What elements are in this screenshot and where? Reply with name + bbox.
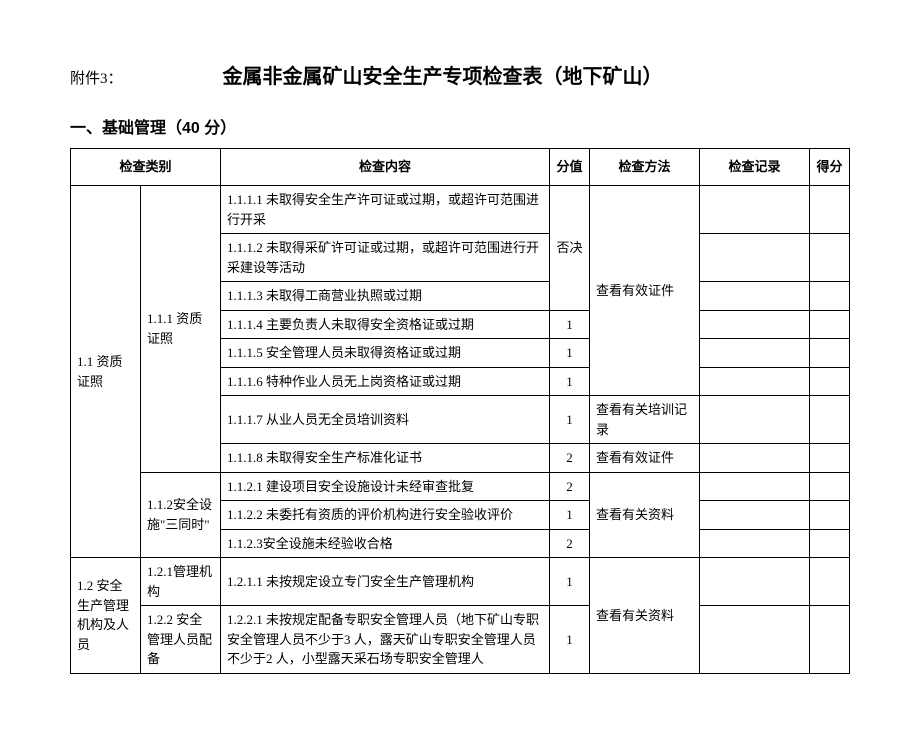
cell-score: 2 [550,472,590,501]
cat-1-1-2: 1.1.2安全设施"三同时" [141,472,221,558]
cell-method: 查看有关培训记录 [590,396,700,444]
cell-get [810,310,850,339]
cat-1-1-1: 1.1.1 资质证照 [141,186,221,473]
cell-content: 1.1.1.3 未取得工商营业执照或过期 [221,282,550,311]
cell-record [700,558,810,606]
cell-content: 1.1.1.8 未取得安全生产标准化证书 [221,444,550,473]
cell-content: 1.1.1.2 未取得采矿许可证或过期，或超许可范围进行开采建设等活动 [221,234,550,282]
cell-score: 1 [550,310,590,339]
th-content: 检查内容 [221,149,550,186]
cell-content: 1.1.2.3安全设施未经验收合格 [221,529,550,558]
cell-score: 否决 [550,186,590,311]
cat-1-2-2: 1.2.2 安全管理人员配备 [141,606,221,674]
cell-method: 查看有效证件 [590,186,700,396]
cell-score: 1 [550,606,590,674]
cell-content: 1.1.1.7 从业人员无全员培训资料 [221,396,550,444]
cell-record [700,310,810,339]
cell-get [810,234,850,282]
cell-method: 查看有关资料 [590,472,700,558]
th-get: 得分 [810,149,850,186]
cell-get [810,339,850,368]
cell-get [810,186,850,234]
cell-score: 1 [550,339,590,368]
cell-method: 查看有关资料 [590,558,700,674]
cell-get [810,444,850,473]
table-row: 1.1 资质证照 1.1.1 资质证照 1.1.1.1 未取得安全生产许可证或过… [71,186,850,234]
cell-record [700,606,810,674]
cell-get [810,367,850,396]
cat-1-2: 1.2 安全生产管理机构及人员 [71,558,141,674]
cell-content: 1.2.2.1 未按规定配备专职安全管理人员（地下矿山专职安全管理人员不少于3 … [221,606,550,674]
cell-record [700,234,810,282]
cell-score: 2 [550,444,590,473]
page-header: 附件3： 金属非金属矿山安全生产专项检查表（地下矿山） [70,60,850,89]
cell-record [700,339,810,368]
cell-content: 1.1.2.2 未委托有资质的评价机构进行安全验收评价 [221,501,550,530]
th-record: 检查记录 [700,149,810,186]
main-title: 金属非金属矿山安全生产专项检查表（地下矿山） [223,60,663,89]
cell-record [700,472,810,501]
cell-record [700,396,810,444]
cell-score: 1 [550,501,590,530]
table-row: 1.1.2安全设施"三同时" 1.1.2.1 建设项目安全设施设计未经审查批复 … [71,472,850,501]
table-row: 1.2.2 安全管理人员配备 1.2.2.1 未按规定配备专职安全管理人员（地下… [71,606,850,674]
cell-record [700,186,810,234]
table-header-row: 检查类别 检查内容 分值 检查方法 检查记录 得分 [71,149,850,186]
cell-content: 1.1.1.5 安全管理人员未取得资格证或过期 [221,339,550,368]
cell-record [700,501,810,530]
cell-get [810,529,850,558]
cell-get [810,501,850,530]
cell-score: 2 [550,529,590,558]
cat-1-2-1: 1.2.1管理机构 [141,558,221,606]
cell-content: 1.1.1.1 未取得安全生产许可证或过期，或超许可范围进行开采 [221,186,550,234]
cell-content: 1.1.2.1 建设项目安全设施设计未经审查批复 [221,472,550,501]
th-score: 分值 [550,149,590,186]
th-method: 检查方法 [590,149,700,186]
cell-score: 1 [550,558,590,606]
attachment-label: 附件3： [70,67,123,88]
cell-get [810,282,850,311]
cell-get [810,396,850,444]
inspection-table: 检查类别 检查内容 分值 检查方法 检查记录 得分 1.1 资质证照 1.1.1… [70,148,850,674]
table-row: 1.2 安全生产管理机构及人员 1.2.1管理机构 1.2.1.1 未按规定设立… [71,558,850,606]
cell-content: 1.2.1.1 未按规定设立专门安全生产管理机构 [221,558,550,606]
cell-record [700,529,810,558]
cell-record [700,282,810,311]
th-category: 检查类别 [71,149,221,186]
cell-method: 查看有效证件 [590,444,700,473]
cell-score: 1 [550,367,590,396]
cell-content: 1.1.1.4 主要负责人未取得安全资格证或过期 [221,310,550,339]
cell-record [700,367,810,396]
cell-content: 1.1.1.6 特种作业人员无上岗资格证或过期 [221,367,550,396]
cat-1-1: 1.1 资质证照 [71,186,141,558]
cell-get [810,606,850,674]
cell-score: 1 [550,396,590,444]
section-title: 一、基础管理（40 分） [70,114,850,138]
cell-get [810,472,850,501]
cell-record [700,444,810,473]
cell-get [810,558,850,606]
